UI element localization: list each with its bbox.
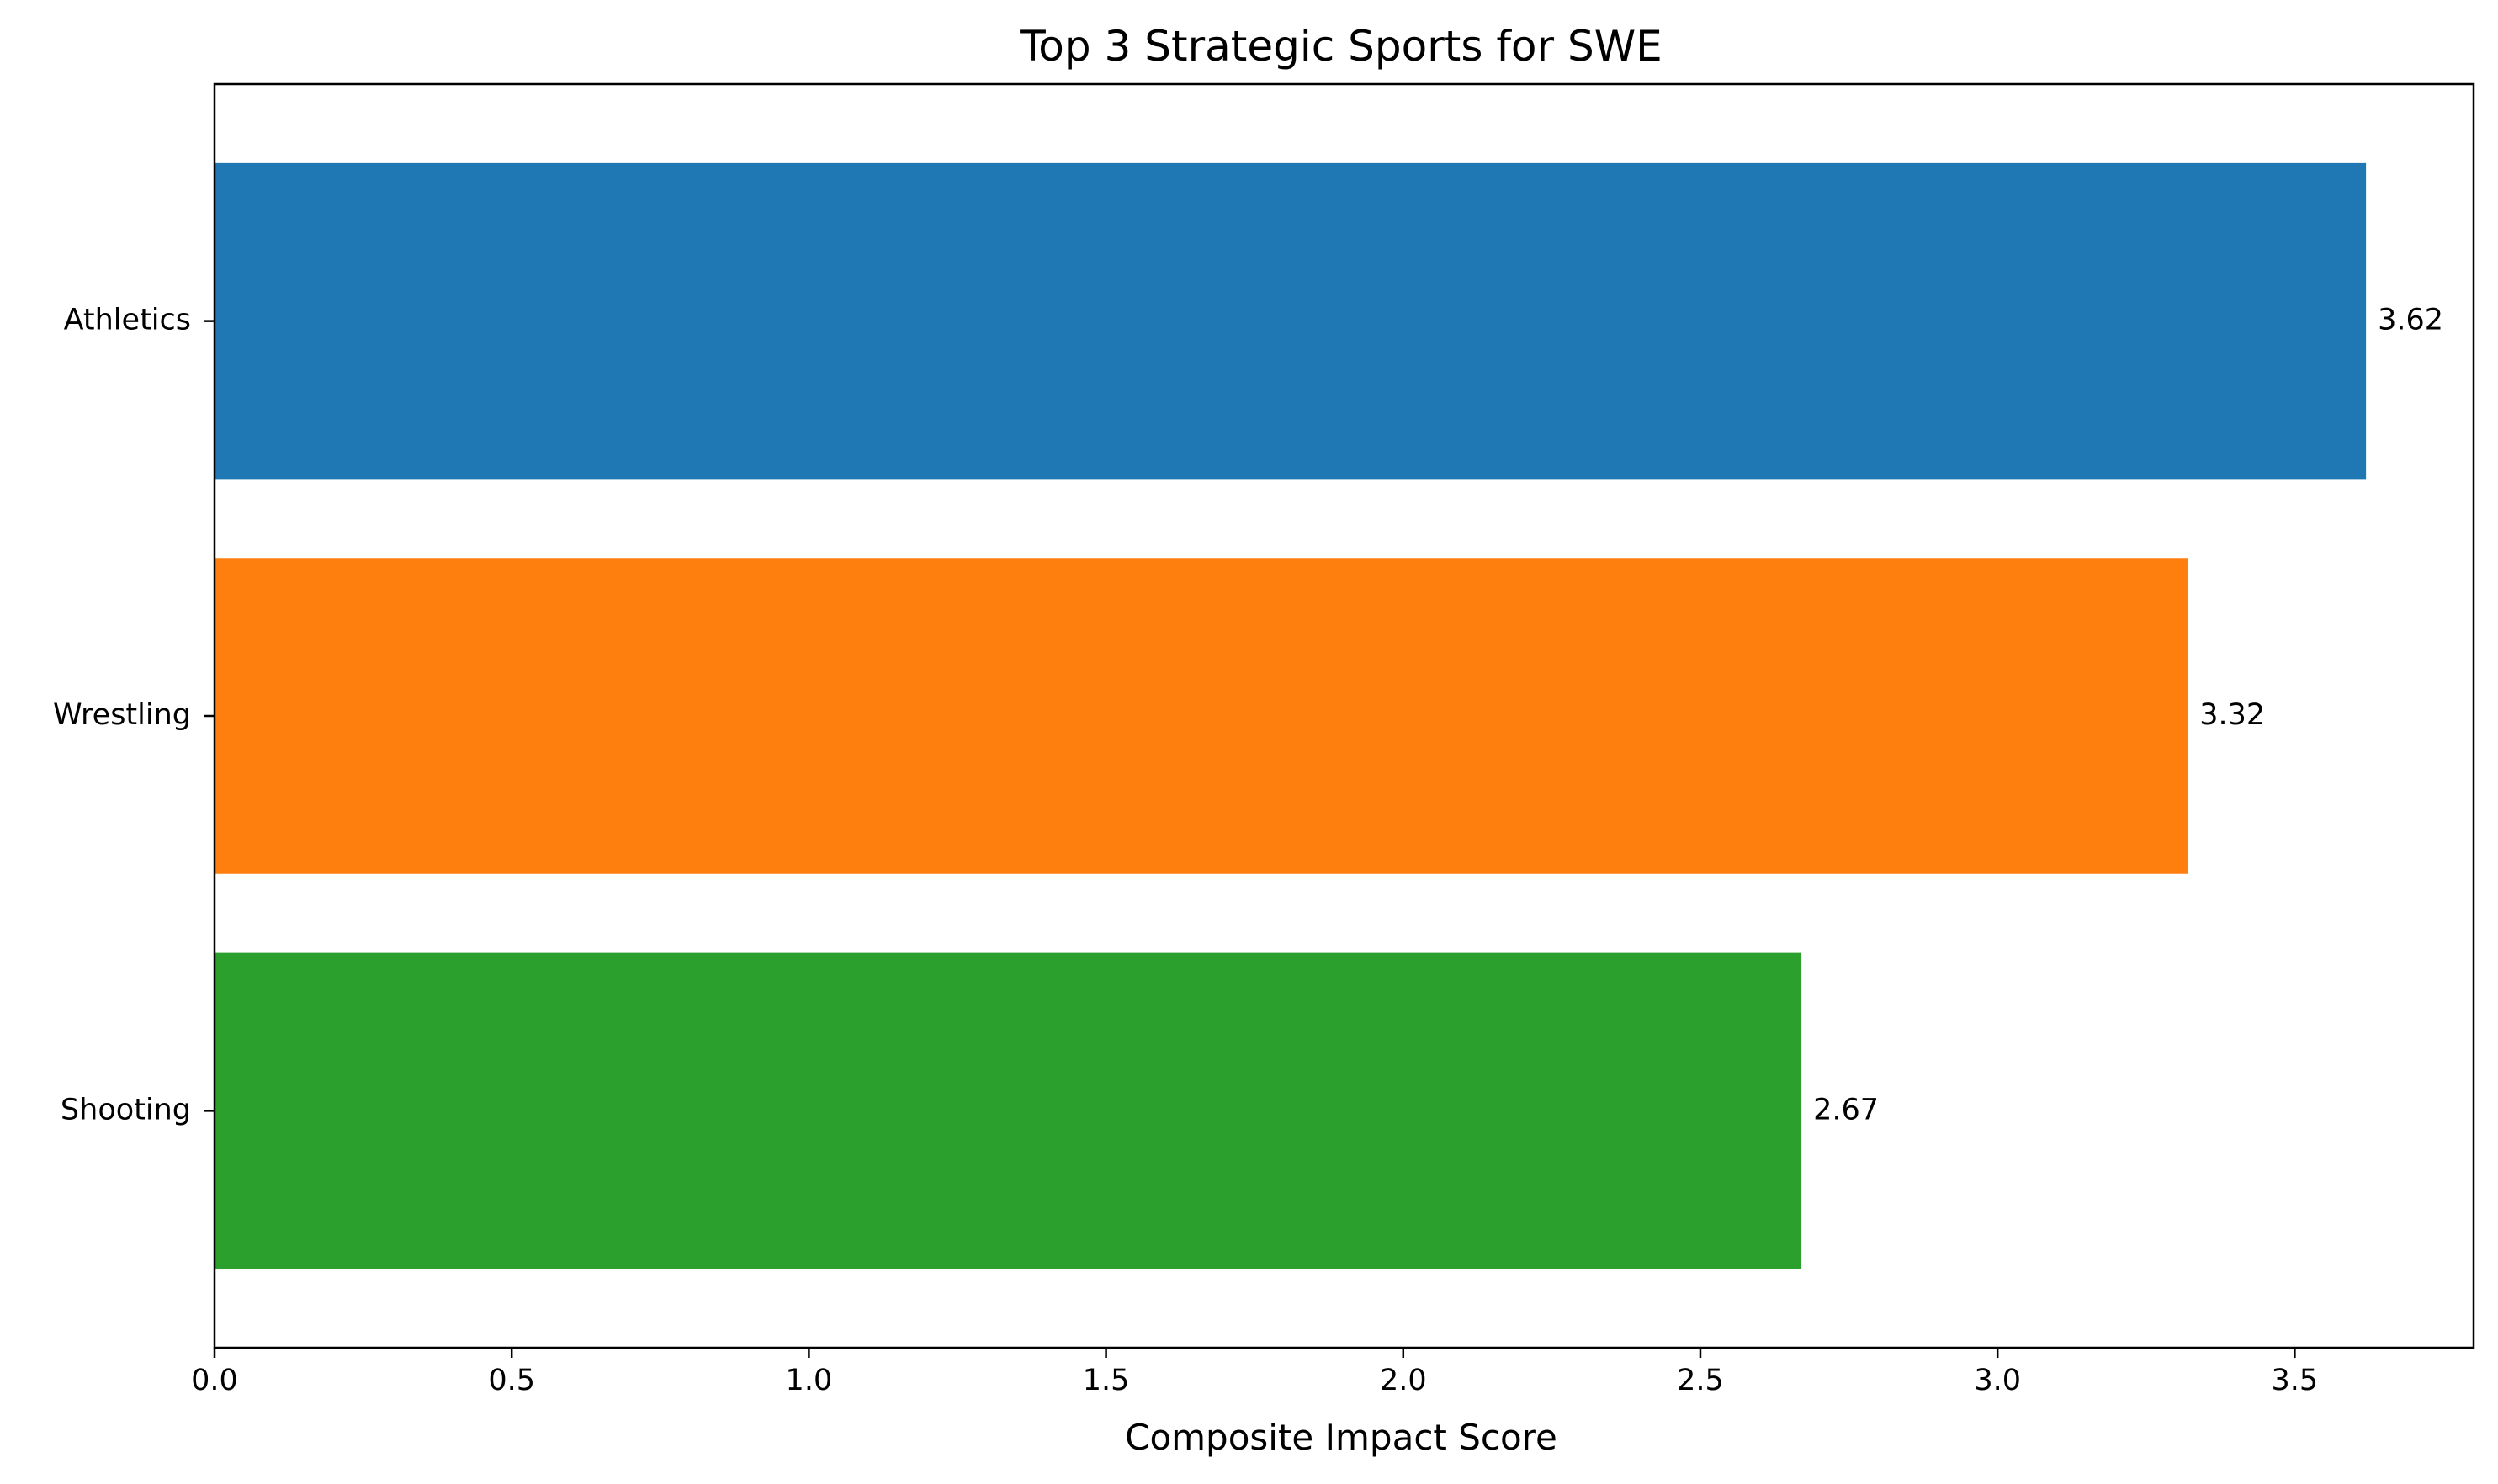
bar-athletics	[215, 162, 2367, 480]
chart-title: Top 3 Strategic Sports for SWE	[1019, 22, 1662, 71]
y-tick-label-athletics: Athletics	[64, 304, 191, 337]
x-axis-label: Composite Impact Score	[1125, 1417, 1557, 1458]
bar-shooting	[215, 952, 1802, 1269]
x-tick-label: 3.0	[1974, 1364, 2021, 1397]
x-tick-label: 3.5	[2272, 1364, 2319, 1397]
x-tick-label: 1.5	[1083, 1364, 1130, 1397]
value-label-shooting: 2.67	[1813, 1093, 1879, 1126]
x-tick-label: 2.5	[1677, 1364, 1724, 1397]
y-tick-label-wrestling: Wrestling	[53, 698, 191, 732]
bars-layer	[215, 162, 2367, 1269]
x-tick-label: 2.0	[1380, 1364, 1427, 1397]
bar-wrestling	[215, 558, 2188, 874]
value-label-wrestling: 3.32	[2199, 698, 2265, 732]
x-tick-label: 1.0	[786, 1364, 833, 1397]
value-label-athletics: 3.62	[2378, 304, 2443, 337]
x-axis-ticks: 0.0 0.5 1.0 1.5 2.0 2.5 3.0 3.5	[191, 1348, 2318, 1397]
y-tick-label-shooting: Shooting	[61, 1093, 191, 1126]
x-tick-label: 0.5	[488, 1364, 535, 1397]
y-axis-ticks: Athletics Wrestling Shooting	[53, 304, 215, 1126]
x-tick-label: 0.0	[191, 1364, 238, 1397]
value-labels-layer: 3.62 3.32 2.67	[1813, 304, 2443, 1127]
